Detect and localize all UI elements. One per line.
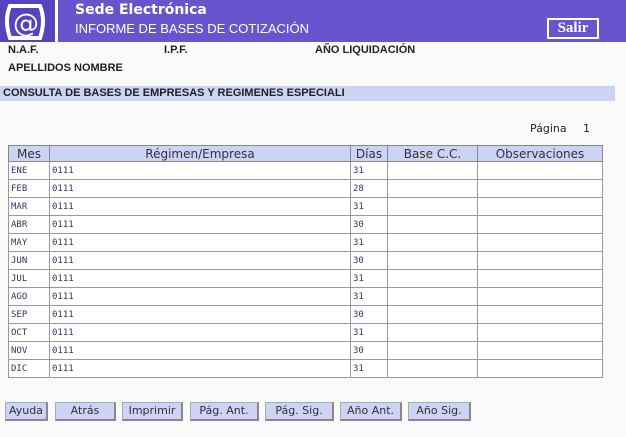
table-cell	[477, 341, 603, 360]
table-cell	[477, 359, 603, 378]
table-cell: JUN	[8, 251, 50, 270]
table-cell	[387, 161, 478, 180]
table-cell: 0111	[49, 215, 351, 234]
table-row: NOV 0111 30	[8, 341, 603, 360]
table-row: OCT 0111 31	[8, 323, 603, 342]
table-cell: 31	[350, 161, 388, 180]
exit-button[interactable]: Salir	[547, 18, 599, 39]
table-cell: 30	[350, 215, 388, 234]
table-cell	[387, 341, 478, 360]
bases-table: Mes Régimen/Empresa Días Base C.C. Observaci…	[8, 145, 603, 378]
table-cell	[387, 197, 478, 216]
section-title: CONSULTA DE BASES DE EMPRESAS Y REGIMENE…	[0, 86, 615, 101]
table-cell: 0111	[49, 359, 351, 378]
table-cell	[387, 179, 478, 198]
page-label: Página	[530, 122, 567, 135]
table-cell: 30	[350, 305, 388, 324]
table-cell: 0111	[49, 341, 351, 360]
table-cell: 30	[350, 251, 388, 270]
table-cell: NOV	[8, 341, 50, 360]
table-cell	[387, 287, 478, 306]
table-cell	[387, 269, 478, 288]
table-cell: DIC	[8, 359, 50, 378]
table-cell: 31	[350, 233, 388, 252]
app-title: Sede Electrónica	[75, 2, 207, 18]
table-cell	[477, 215, 603, 234]
table-cell	[477, 179, 603, 198]
table-cell: AGO	[8, 287, 50, 306]
table-cell: 31	[350, 197, 388, 216]
table-cell: MAY	[8, 233, 50, 252]
table-cell: 0111	[49, 197, 351, 216]
table-row: SEP 0111 30	[8, 305, 603, 324]
table-row: DIC 0111 31	[8, 359, 603, 378]
table-row: AGO 0111 31	[8, 287, 603, 306]
help-button[interactable]: Ayuda	[5, 402, 48, 421]
table-cell	[477, 305, 603, 324]
table-cell: FEB	[8, 179, 50, 198]
table-cell	[387, 215, 478, 234]
table-cell: 0111	[49, 251, 351, 270]
table-cell: 31	[350, 269, 388, 288]
table-cell: JUL	[8, 269, 50, 288]
table-cell	[477, 233, 603, 252]
table-cell: ENE	[8, 161, 50, 180]
table-cell	[477, 269, 603, 288]
table-cell	[477, 251, 603, 270]
table-cell: 31	[350, 359, 388, 378]
column-header: Observaciones	[477, 145, 603, 162]
table-cell	[477, 323, 603, 342]
table-cell	[477, 197, 603, 216]
table-cell	[387, 323, 478, 342]
table-cell: SEP	[8, 305, 50, 324]
print-button[interactable]: Imprimir	[122, 402, 183, 421]
at-sign-logo-icon: @	[5, 3, 45, 40]
table-cell: 31	[350, 287, 388, 306]
table-cell: 30	[350, 341, 388, 360]
table-row: JUL 0111 31	[8, 269, 603, 288]
table-cell	[387, 305, 478, 324]
logo: @	[0, 0, 58, 42]
table-cell: 0111	[49, 179, 351, 198]
column-header: Días	[350, 145, 388, 162]
year-label: AÑO LIQUIDACIÓN	[315, 44, 416, 56]
table-cell	[477, 161, 603, 180]
table-cell: ABR	[8, 215, 50, 234]
ipf-label: I.P.F.	[164, 44, 188, 56]
column-header: Base C.C.	[387, 145, 478, 162]
column-header: Régimen/Empresa	[49, 145, 351, 162]
prev-year-button[interactable]: Año Ant.	[340, 402, 402, 421]
name-label: APELLIDOS NOMBRE	[8, 62, 123, 74]
table-row: MAY 0111 31	[8, 233, 603, 252]
table-cell: 0111	[49, 323, 351, 342]
table-row: ABR 0111 30	[8, 215, 603, 234]
table-cell	[387, 233, 478, 252]
column-header: Mes	[8, 145, 50, 162]
table-cell	[387, 251, 478, 270]
table-cell: 0111	[49, 287, 351, 306]
svg-text:@: @	[13, 9, 39, 39]
prev-page-button[interactable]: Pág. Ant.	[190, 402, 259, 421]
page-number: 1	[583, 122, 590, 135]
table-row: JUN 0111 30	[8, 251, 603, 270]
table-cell: 0111	[49, 161, 351, 180]
table-cell: 28	[350, 179, 388, 198]
next-year-button[interactable]: Año Sig.	[408, 402, 471, 421]
back-button[interactable]: Atrás	[55, 402, 116, 421]
table-cell: OCT	[8, 323, 50, 342]
table-cell: MAR	[8, 197, 50, 216]
table-cell	[477, 287, 603, 306]
table-row: ENE 0111 31	[8, 161, 603, 180]
table-cell: 0111	[49, 305, 351, 324]
table-cell	[387, 359, 478, 378]
page-title: INFORME DE BASES DE COTIZACIÓN	[75, 21, 310, 36]
next-page-button[interactable]: Pág. Sig.	[265, 402, 334, 421]
table-row: FEB 0111 28	[8, 179, 603, 198]
table-cell: 0111	[49, 233, 351, 252]
header-bar: @ Sede Electrónica INFORME DE BASES DE C…	[0, 0, 626, 42]
table-row: MAR 0111 31	[8, 197, 603, 216]
table-cell: 31	[350, 323, 388, 342]
naf-label: N.A.F.	[8, 44, 39, 56]
table-cell: 0111	[49, 269, 351, 288]
